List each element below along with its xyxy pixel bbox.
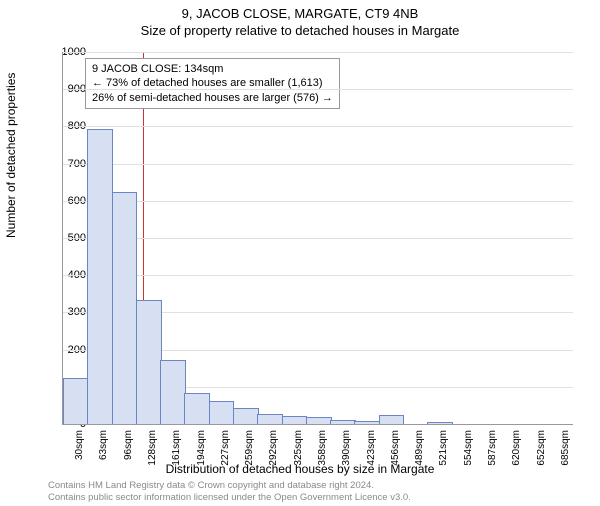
page-title: 9, JACOB CLOSE, MARGATE, CT9 4NB	[0, 6, 600, 21]
histogram-bar	[306, 417, 332, 424]
footnote-line1: Contains HM Land Registry data © Crown c…	[48, 480, 411, 492]
gridline	[63, 126, 573, 127]
gridline	[63, 164, 573, 165]
annotation-line1: 9 JACOB CLOSE: 134sqm	[92, 62, 333, 76]
histogram-bar	[184, 393, 210, 424]
gridline	[63, 89, 573, 90]
x-axis-label: Distribution of detached houses by size …	[0, 462, 600, 476]
histogram-bar	[330, 420, 356, 424]
footnote: Contains HM Land Registry data © Crown c…	[48, 480, 411, 504]
gridline	[63, 201, 573, 202]
histogram-bar	[87, 129, 113, 424]
plot-area: 9 JACOB CLOSE: 134sqm ← 73% of detached …	[62, 52, 573, 425]
gridline	[63, 238, 573, 239]
histogram-bar	[282, 416, 308, 424]
gridline	[63, 52, 573, 53]
histogram-bar	[379, 415, 405, 424]
histogram-bar	[233, 408, 259, 424]
annotation-box: 9 JACOB CLOSE: 134sqm ← 73% of detached …	[85, 58, 340, 109]
histogram-bar	[112, 192, 138, 424]
histogram-bar	[257, 414, 283, 424]
page-subtitle: Size of property relative to detached ho…	[0, 23, 600, 38]
histogram-bar	[136, 300, 162, 424]
histogram-bar	[209, 401, 235, 424]
gridline	[63, 275, 573, 276]
histogram-bar	[63, 378, 89, 424]
histogram-bar	[160, 360, 186, 424]
histogram-bar	[427, 422, 453, 424]
annotation-line3: 26% of semi-detached houses are larger (…	[92, 91, 333, 105]
histogram-bar	[354, 421, 380, 424]
footnote-line2: Contains public sector information licen…	[48, 492, 411, 504]
chart-container: 9, JACOB CLOSE, MARGATE, CT9 4NB Size of…	[0, 6, 600, 506]
